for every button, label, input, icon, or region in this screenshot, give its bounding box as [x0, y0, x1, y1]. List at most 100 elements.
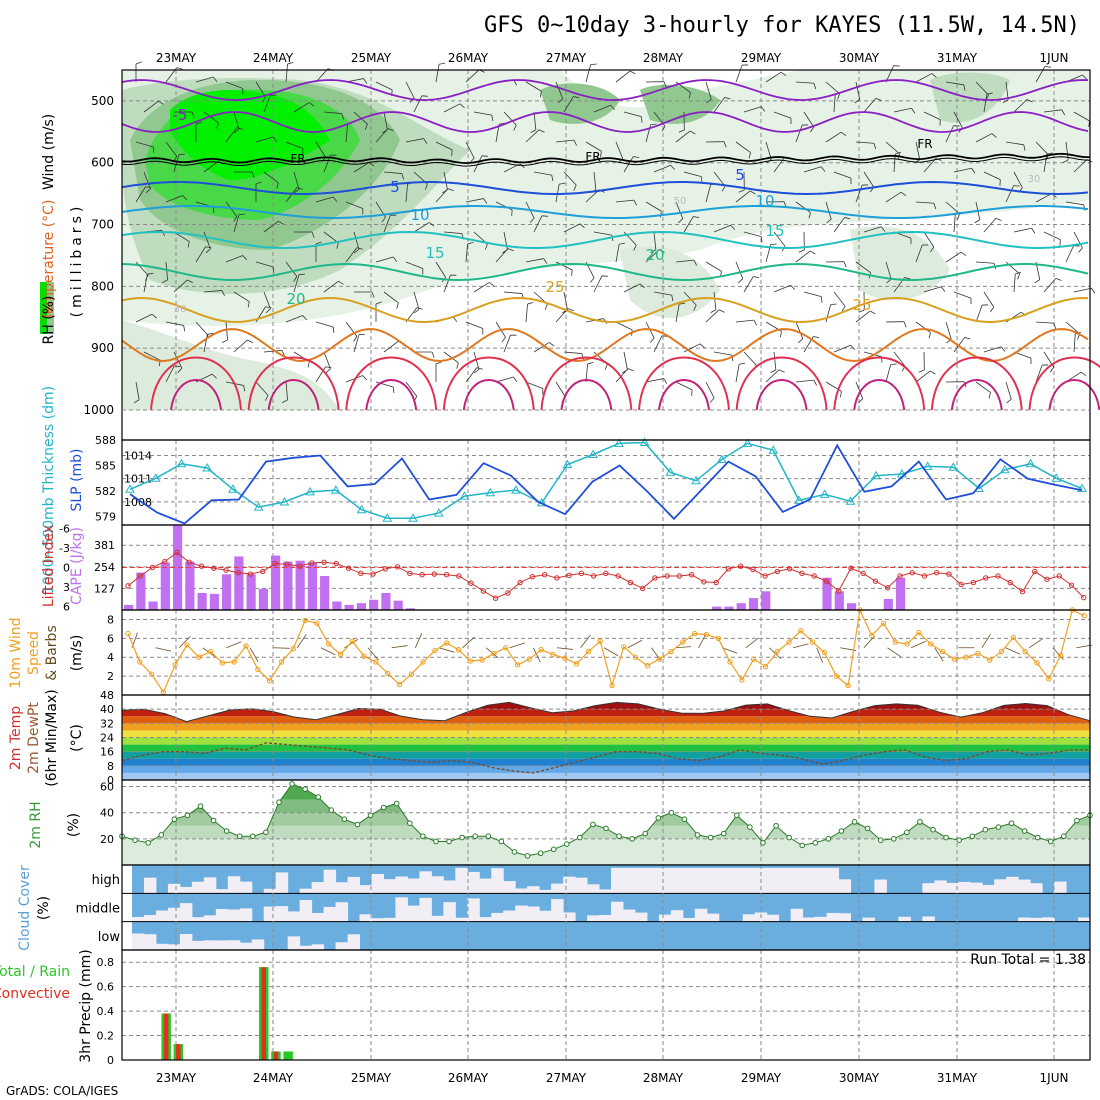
wind-barb-flag: [679, 302, 686, 305]
wind-barb-flag: [501, 337, 506, 343]
wind-barb: [525, 381, 543, 389]
ylabel-precip: 3hr Precip (mm): [78, 949, 94, 1062]
wind-barb: [315, 196, 334, 203]
ylabel-2m-rh: 2m RH: [28, 801, 44, 848]
cape-bar: [736, 603, 746, 610]
wind-barb: [465, 321, 483, 329]
thickness-point: [562, 459, 573, 469]
wind-barb: [735, 64, 743, 83]
cloud-cell: [251, 939, 265, 950]
wind-barb-flag: [325, 366, 332, 369]
wind10-point: [1081, 612, 1087, 619]
li-tick: 3: [63, 581, 70, 594]
wind10-point: [278, 659, 285, 665]
temp-tick: 32: [100, 717, 114, 730]
li-point: [333, 560, 340, 567]
cloud-cell: [263, 906, 277, 922]
wind-barb: [225, 201, 238, 217]
rh-point: [420, 833, 426, 840]
wind-barb: [645, 378, 664, 383]
wind-barb: [915, 73, 933, 83]
contour-35: [247, 356, 340, 411]
cape-bar: [822, 577, 832, 610]
wind-barb-flag: [780, 331, 782, 338]
wind-barb-flag: [242, 255, 248, 261]
rh-point: [773, 822, 779, 829]
cloud-cell: [203, 940, 217, 950]
wind-barb-flag: [177, 367, 183, 373]
wind-barb: [735, 364, 740, 383]
wind10-point: [432, 647, 438, 654]
cape-bar: [344, 604, 354, 610]
rh-tick: 40: [100, 807, 114, 820]
wind10-barb: [414, 632, 423, 648]
wind-barb: [713, 224, 731, 233]
date-label-top: 27MAY: [546, 51, 587, 65]
li-point: [1032, 568, 1038, 575]
wind10-point: [750, 656, 757, 662]
li-point: [480, 588, 487, 594]
wind10-point: [597, 638, 603, 644]
wind-barb: [383, 171, 402, 174]
contour-40: [658, 379, 710, 411]
wind-barb: [615, 368, 629, 383]
wind-barb: [165, 141, 178, 157]
wind-barb: [135, 381, 140, 400]
wind-barb-flag: [371, 291, 375, 298]
cape-bar: [356, 603, 366, 610]
temp-tick: 24: [100, 732, 114, 745]
li-point: [296, 563, 303, 569]
wind-barb: [285, 261, 298, 277]
wind-barb: [503, 111, 517, 126]
li-tick: -6: [59, 522, 70, 535]
wind-barb-flag: [689, 130, 696, 135]
temp-tick: 16: [100, 746, 114, 759]
li-point: [1044, 576, 1050, 582]
wind10-barb: [273, 647, 290, 649]
wind-barb-flag: [332, 326, 335, 333]
wind10-point: [845, 682, 851, 689]
wind10-point: [1057, 652, 1064, 659]
rh-point: [171, 816, 178, 823]
wind10-point: [172, 662, 178, 668]
li-point: [186, 559, 192, 565]
wind-barb: [885, 364, 892, 383]
wind-barb: [375, 81, 393, 91]
wind-barb-flag: [904, 277, 911, 280]
wind-barb: [315, 141, 326, 158]
rh-point: [799, 842, 806, 849]
cloud-cell: [431, 915, 444, 922]
wind-barb-flag: [903, 321, 907, 328]
wind-barb-flag: [629, 70, 636, 75]
cloud-cell: [287, 936, 301, 950]
wind-barb: [803, 111, 815, 128]
wind-barb-flag: [243, 385, 246, 392]
rh-point: [250, 833, 256, 840]
rh-point: [223, 828, 230, 834]
contour-label: 30: [174, 304, 187, 315]
li-point: [958, 581, 964, 588]
thickness-point: [691, 475, 701, 485]
cloud-cell: [143, 915, 157, 922]
pressure-tick: 800: [91, 279, 114, 293]
thickness-point: [176, 458, 187, 468]
li-point: [627, 579, 634, 586]
cloud-cell: [802, 867, 816, 894]
cape-tick: 127: [94, 582, 115, 595]
wind-barb: [1035, 141, 1049, 156]
wind-barb: [773, 284, 791, 293]
pressure-tick: 900: [91, 341, 114, 355]
li-point: [970, 579, 977, 586]
cape-tick: 254: [94, 561, 115, 574]
wind-barb-flag: [151, 313, 157, 319]
wind-barb-flag: [964, 337, 971, 340]
wind-barb: [293, 102, 310, 113]
wind-barb: [795, 81, 814, 84]
cape-bar: [712, 606, 722, 610]
wind-barb-flag: [808, 212, 811, 219]
wind10-point: [703, 631, 710, 638]
wind-barb-flag: [890, 363, 897, 366]
rh-point: [276, 799, 282, 806]
wind-barb: [923, 158, 937, 173]
wind10-point: [385, 670, 391, 676]
